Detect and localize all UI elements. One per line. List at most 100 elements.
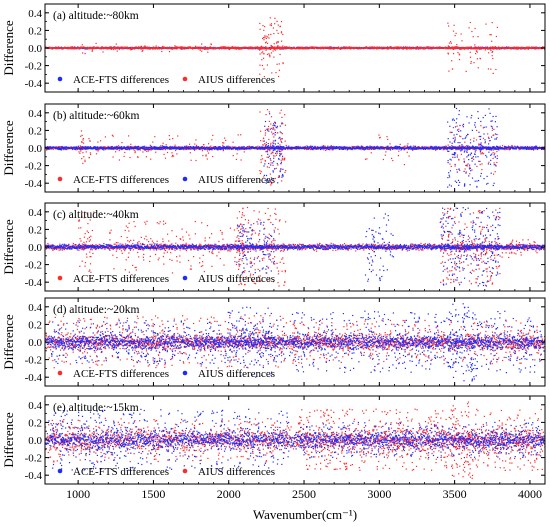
data-point	[516, 47, 518, 50]
data-point	[61, 146, 63, 148]
data-point	[299, 47, 301, 49]
data-point	[267, 149, 269, 151]
data-point	[283, 159, 285, 161]
data-point	[205, 47, 207, 49]
data-point	[270, 145, 272, 147]
data-point	[118, 48, 121, 50]
data-point	[110, 46, 113, 48]
data-point	[234, 48, 236, 50]
data-point	[87, 47, 89, 49]
data-point	[472, 148, 474, 150]
data-point	[182, 47, 184, 49]
data-point	[287, 46, 289, 48]
data-point	[272, 126, 274, 129]
data-point	[270, 123, 272, 125]
data-point	[439, 47, 441, 49]
data-point	[492, 47, 495, 49]
data-point	[274, 47, 276, 49]
data-point	[349, 46, 351, 48]
data-point	[199, 46, 201, 48]
data-point	[236, 47, 238, 49]
data-point	[175, 46, 177, 48]
data-point	[179, 46, 181, 48]
data-point	[108, 46, 111, 48]
data-point	[447, 22, 449, 24]
data-point	[236, 147, 238, 149]
data-point	[259, 64, 261, 66]
data-point	[294, 146, 296, 148]
data-point	[209, 46, 211, 48]
data-point	[263, 176, 265, 178]
data-point	[268, 166, 270, 169]
data-point	[281, 153, 283, 155]
data-point	[82, 139, 84, 141]
data-point	[463, 48, 465, 50]
data-point	[112, 47, 115, 49]
y-tick-label: 0.2	[28, 25, 42, 37]
data-point	[267, 128, 269, 130]
data-point	[80, 150, 82, 152]
data-point	[101, 47, 103, 49]
data-point	[79, 149, 81, 151]
data-point	[473, 149, 475, 151]
data-point	[266, 64, 268, 66]
data-point	[503, 147, 505, 149]
data-point	[102, 149, 104, 151]
data-point	[340, 148, 343, 150]
data-point	[413, 145, 415, 147]
data-point	[264, 37, 266, 39]
data-point	[351, 47, 353, 49]
data-point	[332, 47, 335, 49]
data-point	[283, 47, 285, 49]
data-point	[265, 49, 267, 51]
data-point	[332, 145, 335, 147]
data-point	[267, 125, 270, 128]
data-point	[204, 48, 206, 50]
data-point	[386, 145, 388, 147]
data-point	[80, 46, 82, 48]
data-point	[264, 159, 266, 162]
data-point	[46, 46, 48, 48]
data-point	[64, 47, 66, 49]
data-point	[268, 148, 270, 150]
data-point	[274, 17, 276, 19]
data-point	[262, 25, 264, 27]
data-point	[502, 46, 505, 48]
data-point	[406, 46, 408, 48]
data-point	[451, 60, 453, 62]
data-point	[305, 48, 307, 50]
data-point	[152, 47, 154, 49]
data-point	[280, 46, 282, 48]
data-point	[183, 48, 185, 50]
data-point	[275, 72, 277, 74]
data-point	[77, 48, 79, 50]
data-point	[457, 146, 459, 148]
data-point	[322, 47, 324, 49]
data-point	[182, 46, 184, 49]
data-point	[345, 46, 347, 48]
data-point	[436, 47, 438, 49]
data-point	[244, 47, 246, 49]
data-point	[528, 47, 530, 49]
data-point	[176, 146, 178, 148]
data-point	[71, 46, 73, 48]
data-point	[126, 47, 128, 50]
data-point	[60, 46, 62, 48]
data-point	[517, 48, 519, 50]
data-point	[460, 48, 462, 50]
data-point	[91, 50, 93, 52]
data-point	[219, 46, 222, 48]
data-point	[88, 156, 90, 159]
y-tick-label: -0.4	[25, 78, 43, 90]
data-point	[224, 46, 226, 48]
data-point	[507, 145, 510, 147]
data-point	[182, 48, 184, 50]
data-point	[281, 40, 283, 42]
data-point	[424, 48, 426, 50]
data-point	[126, 46, 128, 48]
data-point	[229, 48, 231, 50]
data-point	[485, 48, 487, 50]
data-point	[250, 148, 252, 150]
data-point	[447, 52, 449, 54]
